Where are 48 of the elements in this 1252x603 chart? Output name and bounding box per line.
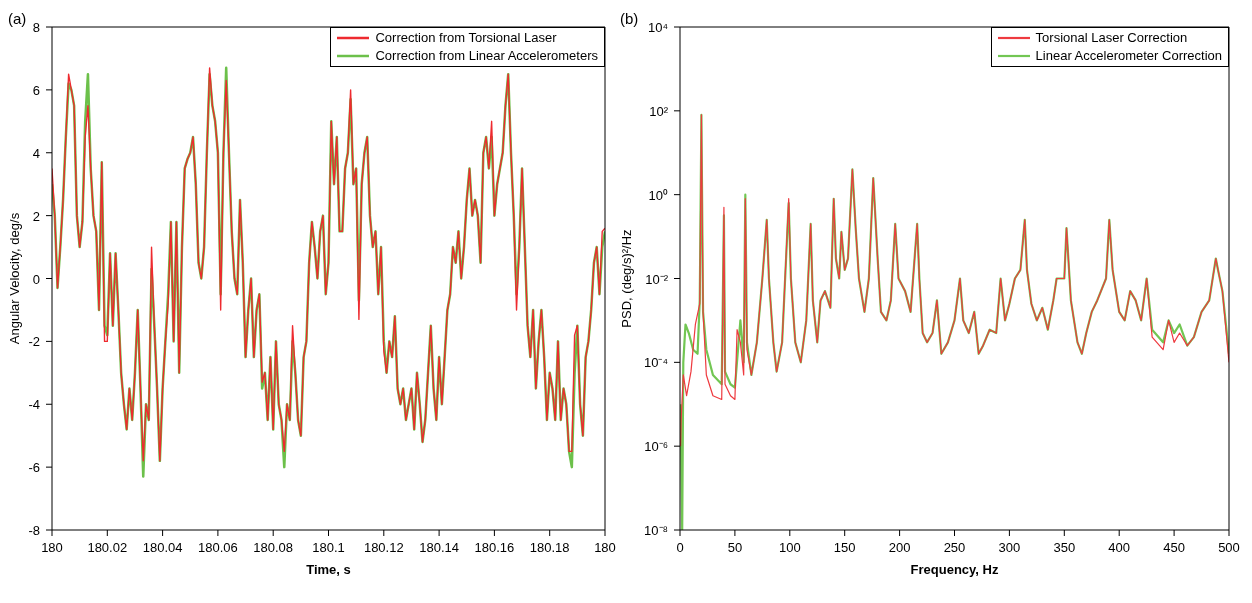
legend-label: Correction from Linear Accelerometers <box>375 47 598 65</box>
y-tick-label: -4 <box>28 397 40 413</box>
y-axis-title: Angular Velocity, deg/s <box>6 212 22 345</box>
x-axis-title: Frequency, Hz <box>910 562 999 577</box>
x-tick-label: 180.14 <box>419 540 459 555</box>
y-tick-label: -2 <box>28 334 40 350</box>
legend-label: Torsional Laser Correction <box>1035 29 1188 47</box>
y-tick-label: 10⁴ <box>647 20 668 35</box>
x-tick-label: 0 <box>676 540 684 555</box>
text: (b) <box>620 10 639 27</box>
x-tick-label: 400 <box>1108 540 1131 555</box>
x-tick-label: 200 <box>888 540 911 555</box>
y-tick-label: 10⁻² <box>645 271 669 287</box>
x-tick-label: 180.04 <box>142 540 183 555</box>
x-tick-label: 450 <box>1163 540 1185 555</box>
y-tick-label: 10² <box>649 103 669 119</box>
x-tick-label: 180.16 <box>474 540 515 555</box>
x-tick-label: 50 <box>727 540 743 555</box>
y-tick-label: 2 <box>32 208 40 224</box>
y-tick-label: -8 <box>28 523 40 538</box>
y-tick-label: 6 <box>32 82 40 98</box>
y-tick-label: 10⁻⁶ <box>644 439 668 455</box>
y-tick-label: 8 <box>32 20 40 35</box>
x-tick-label: 150 <box>833 540 856 555</box>
x-tick-label: 180.08 <box>253 540 294 555</box>
x-tick-label: 180.02 <box>87 540 128 555</box>
x-tick-label: 350 <box>1053 540 1076 555</box>
y-tick-label: 10⁻⁸ <box>644 523 668 538</box>
x-tick-label: 180 <box>41 540 63 555</box>
x-tick-label: 180.06 <box>198 540 238 555</box>
x-tick-label: 180.12 <box>363 540 404 555</box>
legend-label: Correction from Torsional Laser <box>375 29 557 47</box>
y-tick-label: 10⁻⁴ <box>643 355 668 371</box>
x-tick-label: 250 <box>943 540 966 555</box>
x-tick-label: 180 <box>594 540 616 555</box>
y-tick-label: -6 <box>28 460 40 476</box>
legend-label: Linear Accelerometer Correction <box>1035 47 1222 65</box>
x-tick-label: 180.18 <box>529 540 570 555</box>
x-tick-label: 500 <box>1218 540 1240 555</box>
x-tick-label: 100 <box>778 540 801 555</box>
x-tick-label: 300 <box>998 540 1021 555</box>
y-tick-label: 0 <box>32 271 40 287</box>
x-tick-label: 180.1 <box>312 540 345 555</box>
x-axis-title: Time, s <box>306 562 351 577</box>
y-axis-title: PSD, (deg/s)²/Hz <box>618 229 634 328</box>
text: (a) <box>8 10 27 27</box>
y-tick-label: 4 <box>32 145 40 161</box>
y-tick-label: 10⁰ <box>648 187 668 203</box>
